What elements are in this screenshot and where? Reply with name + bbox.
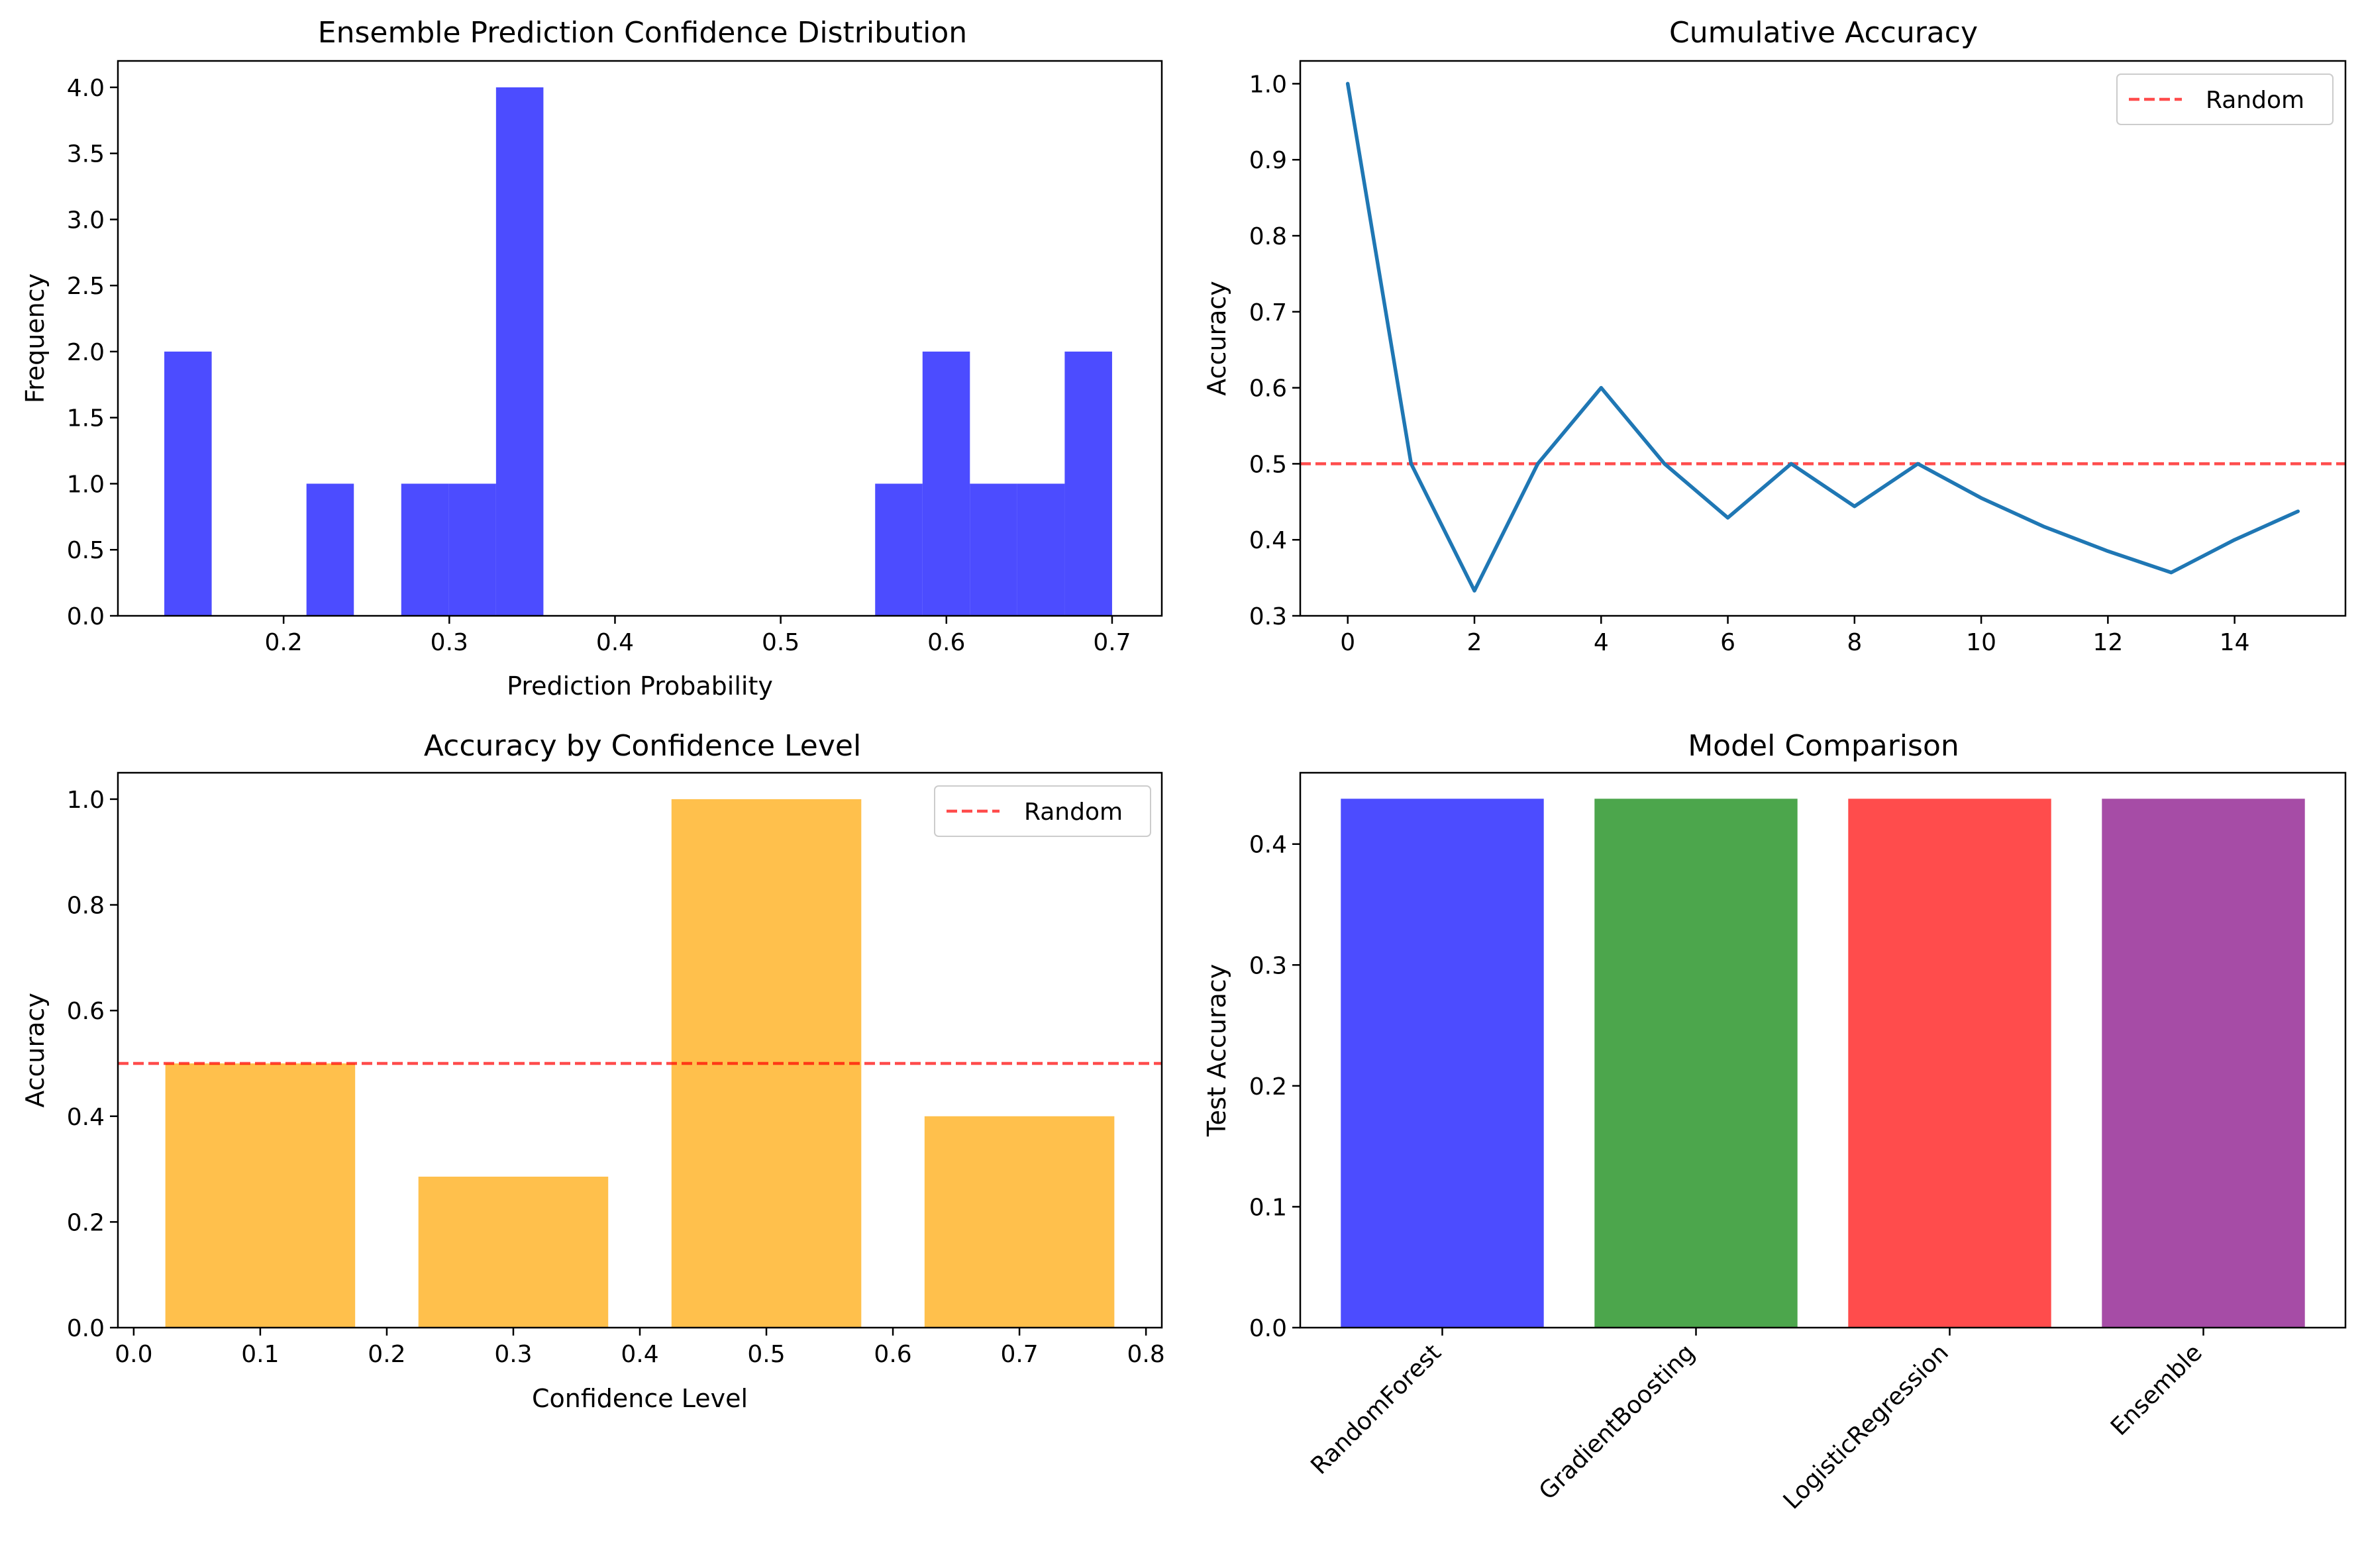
chart-title: Ensemble Prediction Confidence Distribut… bbox=[318, 16, 967, 50]
y-tick-label: 0.0 bbox=[1249, 1315, 1287, 1342]
legend-box bbox=[2116, 74, 2334, 125]
histogram-bar bbox=[1017, 483, 1065, 616]
y-tick-label: 0.6 bbox=[67, 998, 105, 1025]
x-tick-label: Ensemble bbox=[2106, 1339, 2208, 1441]
plot-frame bbox=[1299, 60, 2347, 617]
legend-random-label: Random bbox=[1024, 799, 1123, 826]
y-tick-label: 0.8 bbox=[67, 893, 105, 920]
x-tick-label: 0.1 bbox=[241, 1341, 279, 1368]
x-tick-label: LogisticRegression bbox=[1778, 1339, 1954, 1514]
histogram-bar bbox=[970, 483, 1017, 616]
x-tick-label: 0.7 bbox=[1000, 1341, 1038, 1368]
histogram-bar bbox=[1064, 351, 1112, 616]
x-tick-label: 0.7 bbox=[1093, 629, 1131, 656]
model-bar bbox=[1848, 799, 2051, 1328]
y-tick-label: 0.8 bbox=[1249, 223, 1287, 250]
y-tick-label: 0.0 bbox=[67, 603, 105, 630]
x-tick-label: 12 bbox=[2092, 629, 2123, 656]
y-tick-label: 0.1 bbox=[1249, 1194, 1287, 1221]
y-tick-label: 0.7 bbox=[1249, 299, 1287, 326]
y-tick-label: 0.0 bbox=[67, 1315, 105, 1342]
panel-confidence-histogram: Ensemble Prediction Confidence Distribut… bbox=[21, 16, 1163, 701]
y-tick-label: 3.5 bbox=[67, 141, 105, 168]
y-tick-label: 0.4 bbox=[67, 1104, 105, 1131]
x-tick-label: RandomForest bbox=[1306, 1339, 1447, 1480]
y-tick-label: 1.0 bbox=[67, 471, 105, 498]
legend-random-label: Random bbox=[2206, 87, 2304, 114]
x-tick-label: 0.3 bbox=[431, 629, 468, 656]
histogram-bar bbox=[164, 351, 212, 616]
y-tick-label: 0.5 bbox=[1249, 451, 1287, 478]
panel-cumulative-accuracy: Cumulative Accuracy 0 2 4 6 8 10 12 14 0.3 0.4 0.5… bbox=[1202, 16, 2347, 656]
x-tick-label: 0.8 bbox=[1127, 1341, 1164, 1368]
x-axis-label: Confidence Level bbox=[532, 1384, 748, 1413]
x-tick-label: 0.6 bbox=[874, 1341, 911, 1368]
confidence-bar bbox=[418, 1176, 609, 1328]
histogram-bar bbox=[306, 483, 354, 616]
y-tick-label: 0.4 bbox=[1249, 527, 1287, 554]
y-tick-label: 0.5 bbox=[67, 537, 105, 564]
y-tick-label: 2.0 bbox=[67, 339, 105, 366]
legend: Random bbox=[2116, 74, 2334, 125]
y-tick-label: 1.5 bbox=[67, 405, 105, 432]
histogram-bar bbox=[401, 483, 449, 616]
x-tick-label: 0.5 bbox=[762, 629, 799, 656]
x-tick-label: 14 bbox=[2220, 629, 2250, 656]
cumulative-accuracy-line bbox=[1345, 81, 2300, 593]
y-tick-label: 1.0 bbox=[1249, 71, 1287, 98]
y-axis-label: Test Accuracy bbox=[1202, 964, 1231, 1137]
panel-accuracy-by-confidence: Accuracy by Confidence Level 0.0 0.1 0.2 0.… bbox=[21, 729, 1165, 1413]
x-tick-label: 10 bbox=[1966, 629, 1996, 656]
plot-frame bbox=[1299, 771, 2347, 1329]
y-tick-label: 1.0 bbox=[67, 787, 105, 814]
x-tick-label: 4 bbox=[1594, 629, 1609, 656]
y-axis-label: Frequency bbox=[21, 273, 50, 403]
x-tick-label: 0.6 bbox=[927, 629, 965, 656]
plot-frame bbox=[117, 60, 1163, 617]
y-tick-label: 0.3 bbox=[1249, 952, 1287, 979]
x-axis-label: Prediction Probability bbox=[507, 671, 773, 701]
y-tick-label: 4.0 bbox=[67, 75, 105, 102]
y-tick-label: 3.0 bbox=[67, 207, 105, 234]
x-tick-label: 0.2 bbox=[368, 1341, 405, 1368]
model-bar bbox=[1594, 799, 1798, 1328]
y-tick-label: 0.2 bbox=[67, 1209, 105, 1236]
model-bar bbox=[2102, 799, 2305, 1328]
y-tick-label: 0.6 bbox=[1249, 375, 1287, 403]
x-tick-label: 0.2 bbox=[265, 629, 303, 656]
legend-box bbox=[934, 785, 1151, 837]
confidence-bar bbox=[165, 1063, 356, 1328]
x-tick-label: GradientBoosting bbox=[1534, 1339, 1700, 1505]
panel-model-comparison: Model Comparison RandomForest GradientBoo… bbox=[1202, 729, 2347, 1514]
y-tick-label: 0.2 bbox=[1249, 1073, 1287, 1101]
y-tick-label: 0.3 bbox=[1249, 603, 1287, 630]
legend: Random bbox=[934, 785, 1151, 837]
x-tick-label: 6 bbox=[1720, 629, 1735, 656]
x-tick-label: 0 bbox=[1340, 629, 1355, 656]
histogram-bar bbox=[875, 483, 923, 616]
x-tick-label: 0.5 bbox=[747, 1341, 785, 1368]
histogram-bar bbox=[448, 483, 496, 616]
y-tick-label: 2.5 bbox=[67, 273, 105, 300]
histogram-bar bbox=[495, 87, 544, 616]
y-tick-label: 0.9 bbox=[1249, 147, 1287, 174]
x-tick-label: 8 bbox=[1847, 629, 1862, 656]
histogram-bar bbox=[922, 351, 970, 616]
chart-title: Accuracy by Confidence Level bbox=[424, 729, 861, 763]
y-axis-label: Accuracy bbox=[21, 993, 50, 1108]
x-tick-label: 0.0 bbox=[115, 1341, 152, 1368]
y-tick-label: 0.4 bbox=[1249, 832, 1287, 859]
chart-title: Cumulative Accuracy bbox=[1669, 16, 1978, 50]
x-tick-label: 2 bbox=[1467, 629, 1482, 656]
chart-title: Model Comparison bbox=[1688, 729, 1959, 763]
x-tick-label: 0.3 bbox=[494, 1341, 532, 1368]
confidence-bar bbox=[924, 1116, 1115, 1328]
y-axis-label: Accuracy bbox=[1202, 281, 1231, 396]
x-tick-label: 0.4 bbox=[596, 629, 634, 656]
x-tick-label: 0.4 bbox=[621, 1341, 658, 1368]
model-bar bbox=[1341, 799, 1544, 1328]
